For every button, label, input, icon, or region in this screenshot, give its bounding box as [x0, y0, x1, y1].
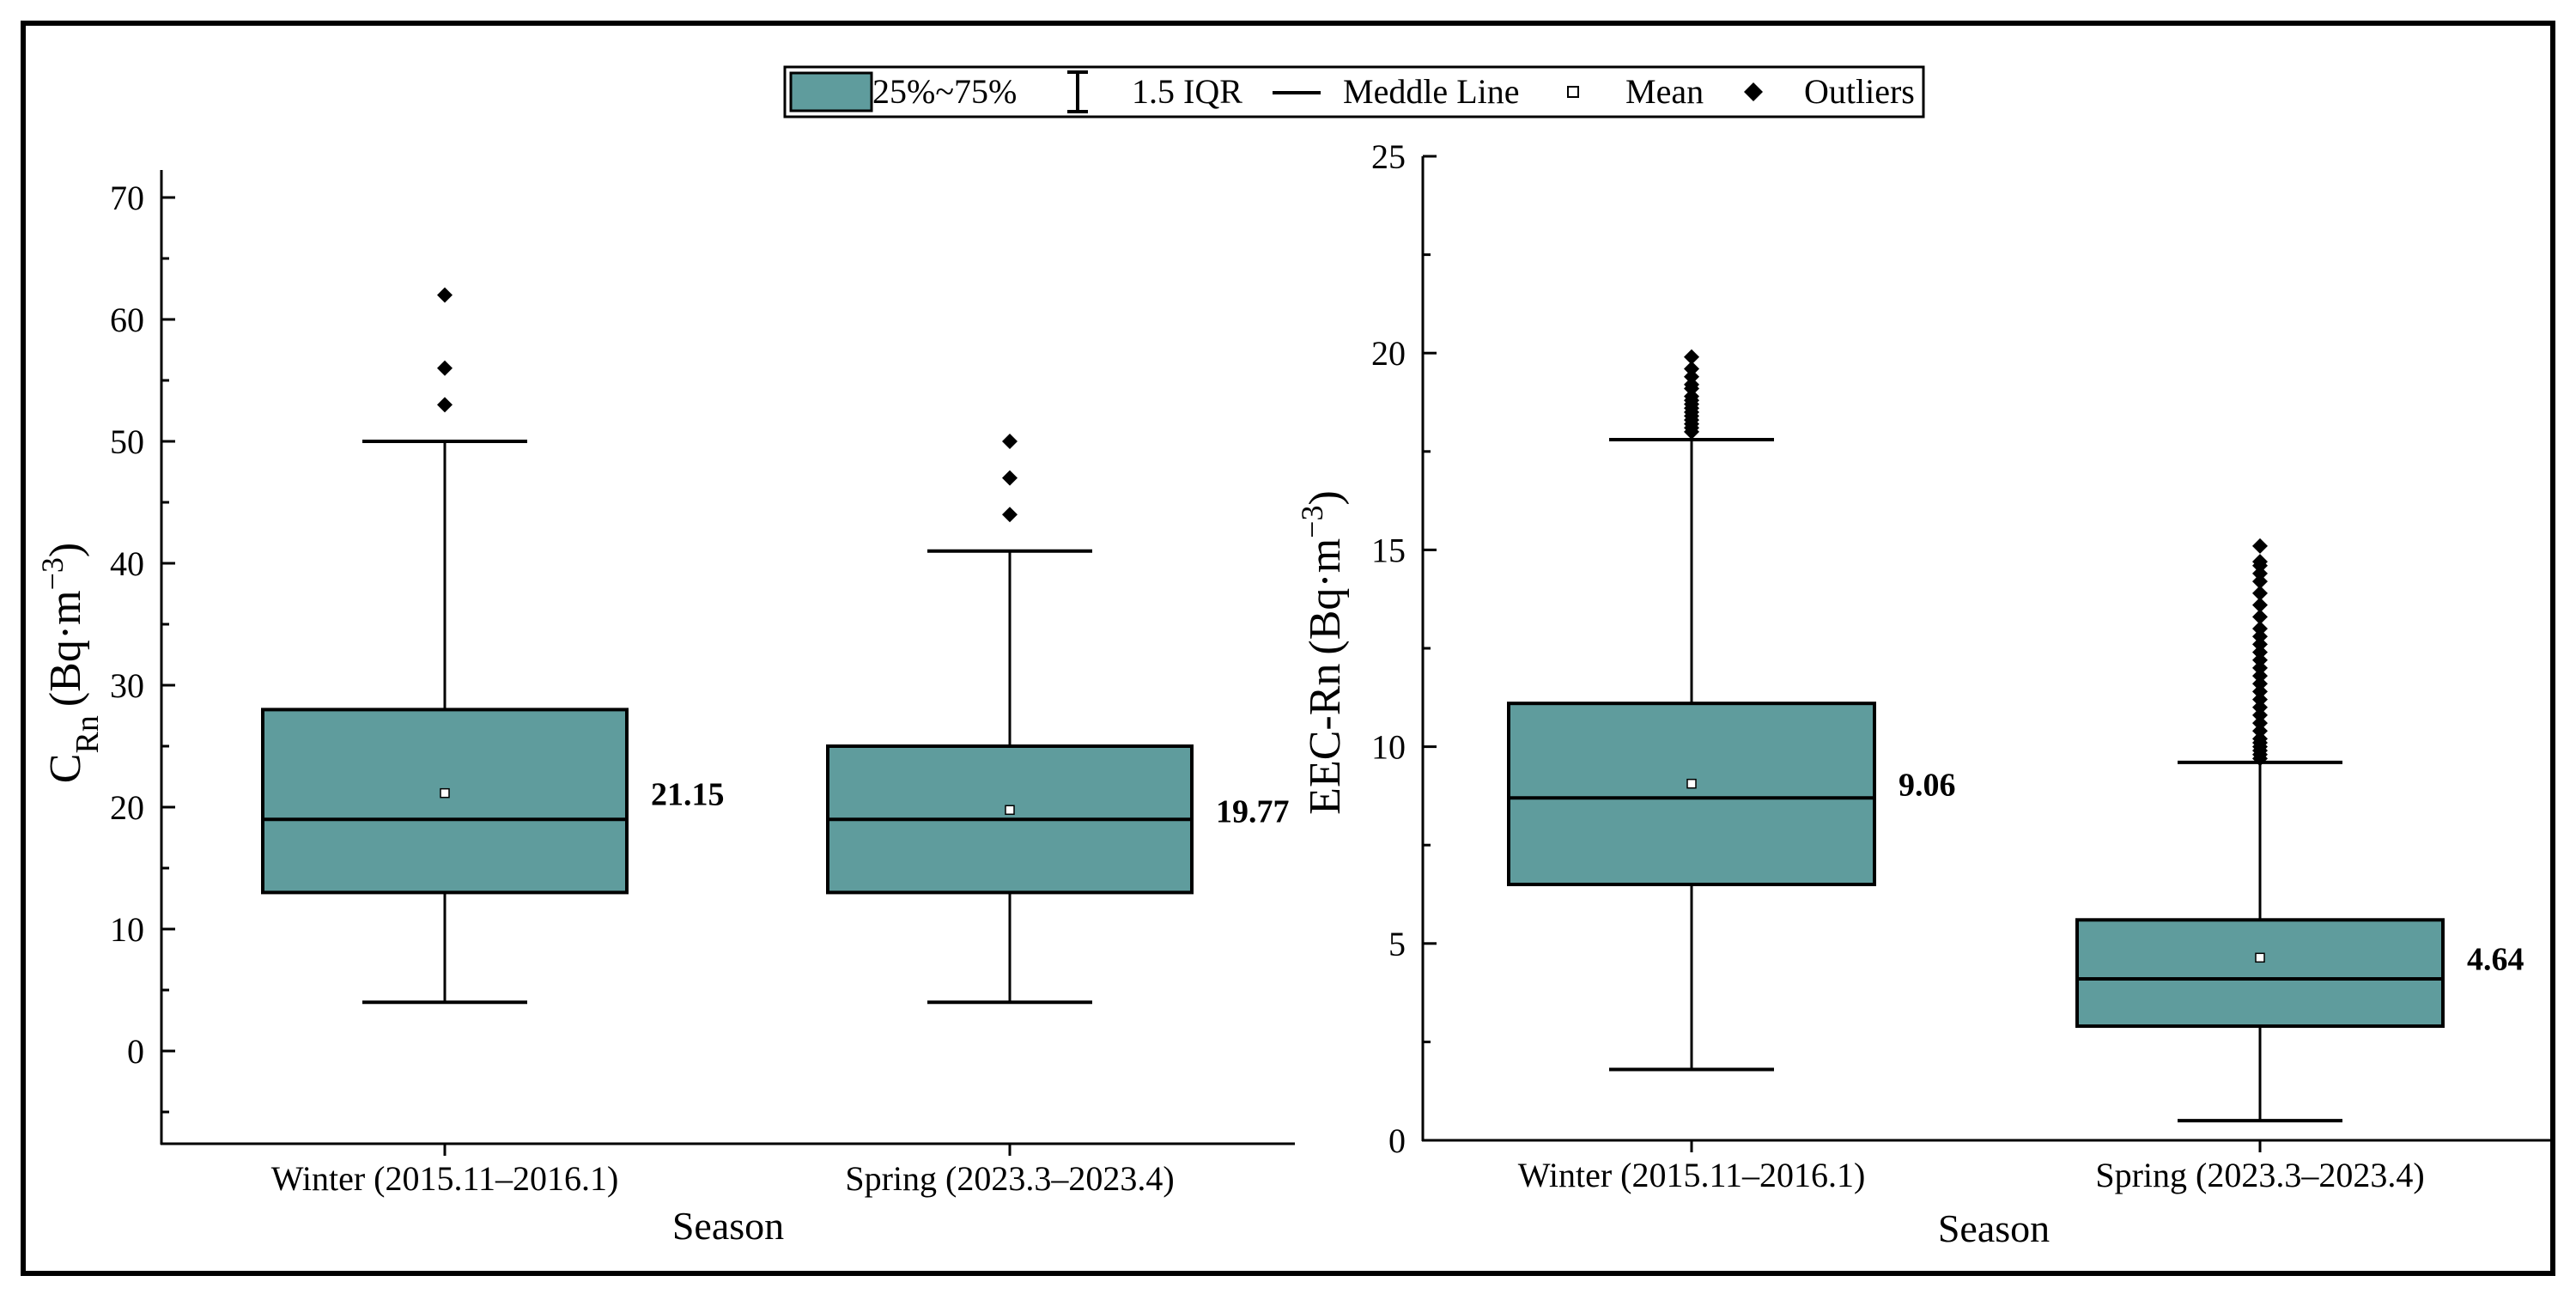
right-outlier-point: [2252, 715, 2268, 732]
right-x-tick-label: Winter (2015.11–2016.1): [1518, 1156, 1866, 1194]
right-outlier-point: [1684, 388, 1699, 404]
right-outlier-point: [2252, 597, 2268, 613]
right-y-label-suffix: ): [1301, 490, 1350, 505]
right-outlier-point: [2252, 538, 2268, 554]
left-mean-marker: [1005, 805, 1015, 816]
left-y-tick-label: 70: [110, 179, 144, 217]
right-outlier-point: [2252, 636, 2268, 653]
right-outlier-point: [2252, 574, 2268, 590]
legend-mean-swatch: [1567, 86, 1579, 98]
left-outlier-point: [1002, 470, 1018, 486]
figure-frame: [21, 21, 2555, 1276]
right-box-iqr: [1507, 702, 1876, 887]
legend-outlier-swatch: [1744, 82, 1763, 101]
left-mean-value-label: 19.77: [1216, 793, 1290, 829]
legend-outliers-label: Outliers: [1804, 72, 1915, 111]
left-y-tick-label: 50: [110, 422, 144, 461]
right-outlier-point: [2252, 585, 2268, 601]
left-box-iqr: [261, 708, 629, 895]
right-outlier-point: [2252, 668, 2268, 684]
legend-iqr-label: 1.5 IQR: [1132, 72, 1242, 111]
right-mean-marker: [1686, 778, 1697, 789]
left-y-tick-label: 0: [127, 1032, 144, 1071]
legend-box-label: 25%~75%: [872, 72, 1017, 111]
right-outlier-point: [2252, 609, 2268, 625]
right-outlier-point: [2252, 621, 2268, 637]
right-outlier-point: [1684, 376, 1699, 392]
legend: 25%~75% 1.5 IQR Meddle Line Mean Outlier…: [783, 65, 1925, 118]
left-outlier-point: [1002, 507, 1018, 523]
right-outlier-point: [2252, 699, 2268, 715]
left-outlier-point: [1002, 434, 1018, 449]
right-outlier-point: [2252, 723, 2268, 739]
right-outlier-point: [2252, 644, 2268, 660]
right-mean-marker: [2255, 952, 2265, 963]
legend-iqr-swatch: [1067, 70, 1088, 113]
right-outlier-point: [2252, 565, 2268, 581]
right-outlier-point: [2252, 676, 2268, 692]
legend-median-label: Meddle Line: [1343, 72, 1520, 111]
left-y-label-exponent: −3: [35, 557, 70, 590]
right-outlier-point: [2252, 731, 2268, 747]
right-outlier-point: [2252, 629, 2268, 645]
right-outlier-point: [2252, 683, 2268, 700]
left-y-label-main: C: [41, 754, 90, 784]
left-mean-value-label: 21.15: [651, 777, 725, 813]
legend-frame: [783, 65, 1925, 118]
left-outlier-point: [437, 397, 453, 413]
left-y-label-unit: (Bq·m: [41, 590, 90, 707]
right-y-label-unit: (Bq·m: [1301, 538, 1350, 655]
right-y-axis-label: EEC-Rn (Bq·m−3): [1295, 490, 1350, 815]
right-outlier-point: [2252, 659, 2268, 676]
left-mean-marker: [440, 787, 450, 799]
right-outlier-point: [2252, 652, 2268, 668]
right-mean-value-label: 4.64: [2467, 941, 2524, 977]
right-y-tick-label: 10: [1371, 728, 1406, 767]
right-box-iqr: [2075, 918, 2445, 1029]
left-boxplot-panel: CRn (Bq·m−3) Season 0 10 20 30 40 50 60 70 21.15 W…: [35, 170, 1295, 1248]
left-outlier-point: [437, 360, 453, 376]
right-outlier-point: [1684, 361, 1699, 377]
left-y-tick-label: 40: [110, 544, 144, 583]
left-y-tick-label: 10: [110, 910, 144, 949]
right-x-axis-label: Season: [1938, 1206, 2050, 1250]
right-y-tick-label: 0: [1388, 1121, 1406, 1160]
right-y-tick-label: 15: [1371, 531, 1406, 569]
right-x-tick-label: Spring (2023.3–2023.4): [2095, 1156, 2424, 1194]
right-outlier-point: [1684, 368, 1699, 385]
right-y-label-main: EEC-Rn: [1301, 664, 1350, 815]
right-y-tick-label: 5: [1388, 925, 1406, 963]
right-mean-value-label: 9.06: [1899, 768, 1956, 804]
left-y-axis-label: CRn (Bq·m−3): [35, 543, 106, 783]
left-y-tick-label: 30: [110, 666, 144, 705]
right-y-tick-label: 20: [1371, 334, 1406, 373]
right-outlier-point: [2252, 554, 2268, 570]
right-outlier-point: [2252, 691, 2268, 708]
left-outlier-point: [437, 287, 453, 303]
right-outlier-point: [2252, 707, 2268, 723]
left-x-tick-label: Winter (2015.11–2016.1): [271, 1159, 619, 1198]
left-y-label-suffix: ): [41, 543, 90, 557]
left-x-tick-label: Spring (2023.3–2023.4): [845, 1159, 1174, 1198]
right-boxplot-panel: EEC-Rn (Bq·m−3) Season 0 5 10 15 20 25 9.06 Wint…: [1295, 137, 2555, 1250]
right-outlier-point: [1684, 349, 1699, 365]
right-y-label-exponent: −3: [1295, 506, 1329, 538]
left-x-axis-label: Season: [672, 1204, 784, 1248]
left-y-tick-label: 60: [110, 301, 144, 339]
left-y-tick-label: 20: [110, 788, 144, 827]
right-y-tick-label: 25: [1371, 137, 1406, 176]
legend-mean-label: Mean: [1625, 72, 1704, 111]
legend-box-swatch: [789, 71, 873, 112]
left-y-label-subscript: Rn: [70, 715, 106, 753]
